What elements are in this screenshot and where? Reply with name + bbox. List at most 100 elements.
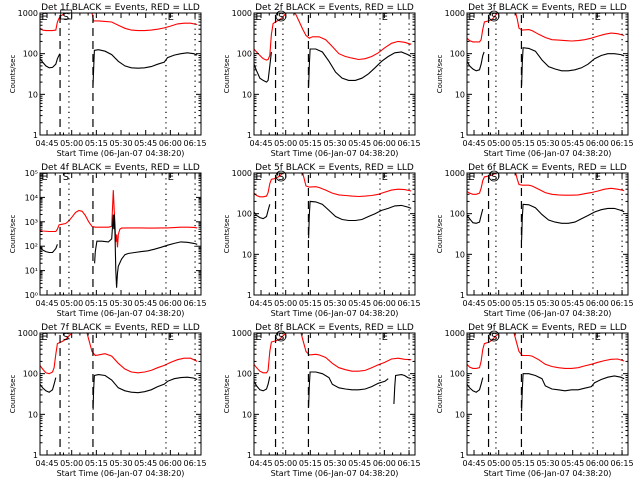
x-tick-label: 06:15 [183,299,206,308]
x-axis-label: Start Time (06-Jan-07 04:38:20) [271,149,399,158]
panel-det-1: ESE110100100004:4505:0005:1505:3005:4506… [9,3,207,158]
y-tick-label: 1 [460,451,465,460]
panel-det-6: ESE110100100004:4505:0005:1505:3005:4506… [436,163,634,318]
x-axis-label: Start Time (06-Jan-07 04:38:20) [484,469,612,478]
y-tick-label: 10⁴ [25,193,38,202]
marker-label: E [41,332,47,343]
y-tick-label: 10³ [25,218,38,227]
marker-label: S [63,172,69,183]
y-tick-label: 100 [450,370,465,379]
x-tick-label: 06:00 [586,299,609,308]
y-tick-label: 1 [247,291,252,300]
x-tick-label: 06:00 [586,459,609,468]
y-tick-label: 1 [460,131,465,140]
panel-det-7: ESE110100100004:4505:0005:1505:3005:4506… [9,323,207,478]
x-tick-label: 05:30 [109,299,132,308]
plot-frame [39,332,202,456]
x-tick-label: 05:00 [487,299,510,308]
panel-title: Det 5f BLACK = Events, RED = LLD [255,163,414,173]
x-tick-label: 05:15 [512,459,535,468]
y-tick-label: 10 [28,90,38,99]
y-tick-label: 1 [247,131,252,140]
panel-title: Det 6f BLACK = Events, RED = LLD [468,163,627,173]
y-tick-label: 10 [455,410,465,419]
x-tick-label: 06:00 [159,299,182,308]
x-tick-label: 04:45 [249,139,272,148]
plot-frame [253,172,416,296]
x-tick-label: 06:00 [586,139,609,148]
y-tick-label: 100 [450,50,465,59]
y-tick-label: 1 [460,291,465,300]
y-tick-label: 1000 [445,9,465,18]
marker-label: S [491,172,497,183]
x-tick-label: 05:00 [274,299,297,308]
y-axis-label: Counts/sec [223,215,231,254]
x-tick-label: 05:15 [85,459,108,468]
y-axis-label: Counts/sec [223,375,231,414]
x-tick-label: 05:15 [85,299,108,308]
x-axis-label: Start Time (06-Jan-07 04:38:20) [271,469,399,478]
x-tick-label: 06:15 [397,139,420,148]
x-tick-label: 05:45 [561,299,584,308]
panel-title: Det 8f BLACK = Events, RED = LLD [255,323,414,333]
y-axis-label: Counts/sec [9,55,17,94]
series-events-line [40,214,198,288]
marker-label: E [468,12,474,23]
x-tick-label: 06:00 [159,139,182,148]
series-events-line [254,200,412,239]
x-axis-label: Start Time (06-Jan-07 04:38:20) [57,309,185,318]
x-tick-label: 04:45 [35,139,58,148]
panel-title: Det 2f BLACK = Events, RED = LLD [255,3,414,13]
marker-label: S [278,172,284,183]
series-events-line [40,374,198,410]
series-lld-line [254,333,412,374]
plot-frame [39,172,202,296]
series-events-line [254,48,412,88]
marker-label: E [468,172,474,183]
x-axis-label: Start Time (06-Jan-07 04:38:20) [57,469,185,478]
x-tick-label: 06:00 [373,139,396,148]
x-tick-label: 05:15 [512,139,535,148]
x-tick-label: 05:30 [109,139,132,148]
marker-label: S [491,332,497,343]
plot-frame [253,12,416,136]
y-tick-label: 10 [242,90,252,99]
y-tick-label: 10 [455,90,465,99]
y-tick-label: 1 [247,451,252,460]
x-tick-label: 06:00 [373,459,396,468]
panel-det-2: ESE110100100004:4505:0005:1505:3005:4506… [223,3,421,158]
y-tick-label: 100 [23,370,38,379]
x-tick-label: 04:45 [35,459,58,468]
series-events-line [40,49,198,87]
x-tick-label: 05:30 [323,459,346,468]
y-tick-label: 1000 [445,329,465,338]
y-tick-label: 10⁰ [25,291,38,300]
x-tick-label: 04:45 [462,139,485,148]
x-tick-label: 05:45 [561,459,584,468]
x-tick-label: 06:15 [610,139,633,148]
x-tick-label: 06:15 [397,299,420,308]
x-tick-label: 05:45 [134,459,157,468]
x-tick-label: 05:30 [109,459,132,468]
x-tick-label: 05:45 [134,299,157,308]
series-lld-line [467,13,625,43]
x-tick-label: 06:00 [159,459,182,468]
y-axis-label: Counts/sec [436,215,444,254]
x-tick-label: 06:15 [610,459,633,468]
marker-label: S [63,332,69,343]
series-lld-line [40,190,198,248]
x-tick-label: 05:45 [561,139,584,148]
x-tick-label: 05:00 [487,139,510,148]
x-tick-label: 05:15 [299,299,322,308]
y-tick-label: 100 [237,50,252,59]
series-lld-line [254,173,412,198]
x-axis-label: Start Time (06-Jan-07 04:38:20) [484,309,612,318]
plot-frame [466,172,629,296]
marker-label: S [278,332,284,343]
marker-label: S [278,12,284,23]
y-tick-label: 10 [28,410,38,419]
y-tick-label: 1000 [18,329,38,338]
x-tick-label: 06:15 [183,459,206,468]
y-tick-label: 1 [33,131,38,140]
x-tick-label: 05:00 [487,459,510,468]
